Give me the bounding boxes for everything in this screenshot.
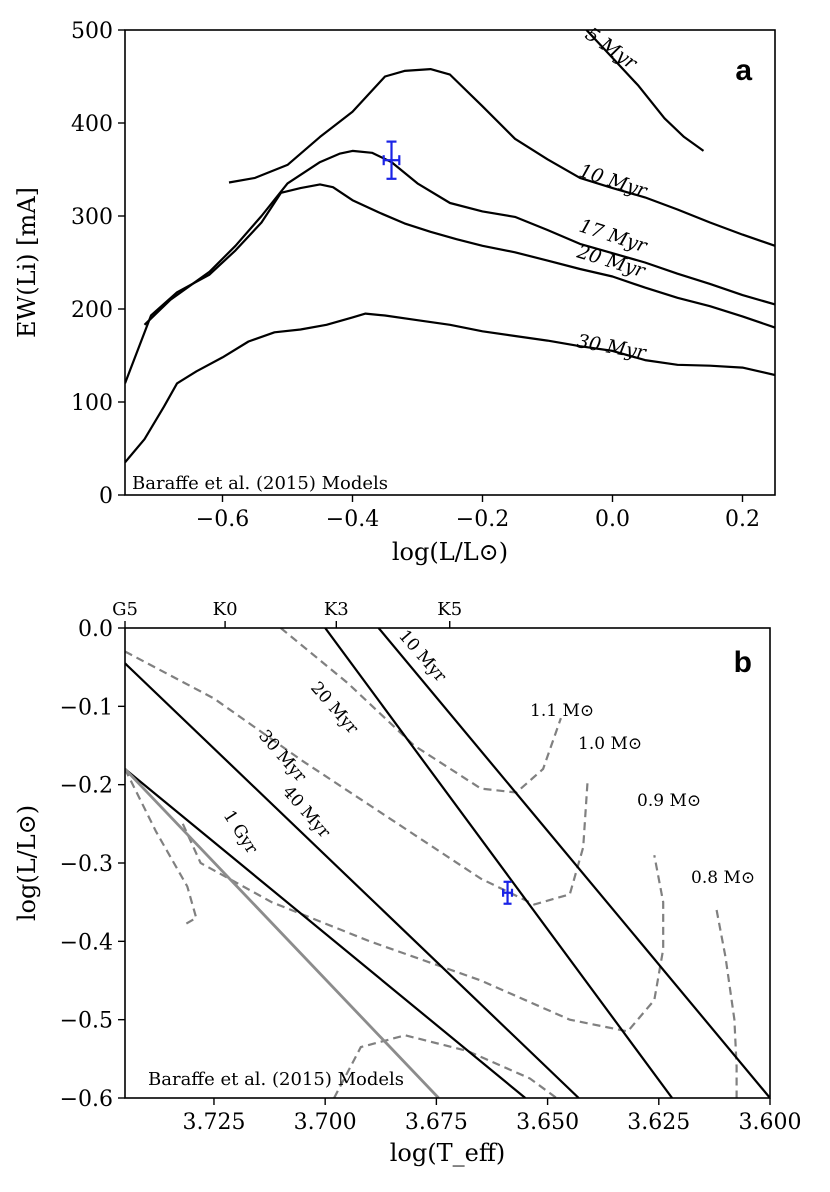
y-tick-label: −0.5 <box>60 1009 113 1034</box>
curve-label: 10 Myr <box>576 160 651 203</box>
y-tick-label: −0.6 <box>60 1087 113 1112</box>
mass-track-line <box>125 650 589 906</box>
y-tick-label: 200 <box>71 298 113 323</box>
curve-label: 5 Myr <box>581 23 642 75</box>
y-axis-label: log(L/L⊙) <box>13 805 41 921</box>
y-tick-label: 400 <box>71 112 113 137</box>
x-tick-label: 3.650 <box>516 1110 579 1135</box>
models-annotation: Baraffe et al. (2015) Models <box>148 1069 404 1090</box>
curve-label: 30 Myr <box>254 726 310 787</box>
curve-label: 30 Myr <box>575 330 649 364</box>
panel-b: 3.725 3.700 3.675 3.650 3.625 3.600 0.0 −0.1 −0.… <box>13 599 801 1167</box>
x-tick-label: −0.2 <box>456 507 509 532</box>
x-tick-label: 0.0 <box>595 507 630 532</box>
curve-label: 0.9 M⊙ <box>637 791 701 811</box>
isochrone-curves <box>125 30 775 464</box>
y-tick-label: 100 <box>71 391 113 416</box>
isochrone-lines <box>125 628 770 1098</box>
curve-label: 20 Myr <box>306 678 362 739</box>
isochrone-1-gyr <box>125 768 440 1098</box>
y-tick-label: 300 <box>71 205 113 230</box>
curve-label: 1.0 M⊙ <box>578 734 642 754</box>
x-tick-label: 3.625 <box>627 1110 690 1135</box>
plot-frame <box>124 627 771 1099</box>
isochrone-line-5-myr <box>585 30 705 152</box>
mass-track-line <box>280 628 562 794</box>
x-tick-label: 3.725 <box>182 1110 245 1135</box>
isochrone-20-myr <box>324 628 673 1098</box>
y-tick-label: 500 <box>71 19 113 44</box>
x-tick-label: −0.6 <box>196 507 249 532</box>
isochrone-10-myr <box>377 628 770 1098</box>
curve-label: 0.8 M⊙ <box>691 868 755 888</box>
isochrone-line-30-myr <box>125 312 775 464</box>
x-tick-label: −0.4 <box>326 507 379 532</box>
y-tick-label: −0.1 <box>60 695 113 720</box>
y-tick-label: −0.3 <box>60 852 113 877</box>
x-axis-label: log(T_eff) <box>390 1139 505 1167</box>
x-tick-label: 3.675 <box>405 1110 468 1135</box>
curve-label: 1.1 M⊙ <box>530 701 594 721</box>
spectral-type-label: K3 <box>324 599 349 620</box>
y-tick-label: 0 <box>99 484 113 509</box>
x-tick-label: 0.2 <box>725 507 760 532</box>
plot-frame <box>124 29 776 496</box>
panel-a: −0.6 −0.4 −0.2 0.0 0.2 0 100 200 300 400 500 log(L/… <box>13 19 776 566</box>
spectral-type-label: G5 <box>112 599 138 620</box>
isochrone-30-myr <box>125 662 580 1098</box>
mass-track-line <box>181 823 665 1033</box>
y-tick-label: −0.4 <box>60 930 113 955</box>
mass-track-line <box>125 768 198 927</box>
x-tick-label: 3.700 <box>294 1110 357 1135</box>
curve-label: 40 Myr <box>278 782 334 843</box>
data-point-errorbar <box>382 140 401 180</box>
panel-label-b: b <box>734 646 752 679</box>
models-annotation: Baraffe et al. (2015) Models <box>132 473 388 494</box>
x-axis-label: log(L/L⊙) <box>392 538 508 566</box>
spectral-type-label: K5 <box>437 599 462 620</box>
data-point-errorbar <box>502 880 514 905</box>
panel-label-a: a <box>735 54 752 87</box>
mass-tracks <box>125 628 738 1098</box>
mass-track-line <box>333 1034 558 1098</box>
spectral-type-label: K0 <box>213 599 238 620</box>
y-tick-label: 0.0 <box>78 617 113 642</box>
isochrone-line-10-myr <box>228 68 775 247</box>
isochrone-line-20-myr <box>125 183 775 384</box>
x-tick-label: 3.600 <box>739 1110 802 1135</box>
isochrone-40-myr <box>125 768 526 1098</box>
mass-track-line <box>715 909 738 1098</box>
isochrone-line-17-myr <box>143 149 775 326</box>
y-tick-label: −0.2 <box>60 774 113 799</box>
y-axis-label: EW(Li) [mA] <box>13 187 41 338</box>
